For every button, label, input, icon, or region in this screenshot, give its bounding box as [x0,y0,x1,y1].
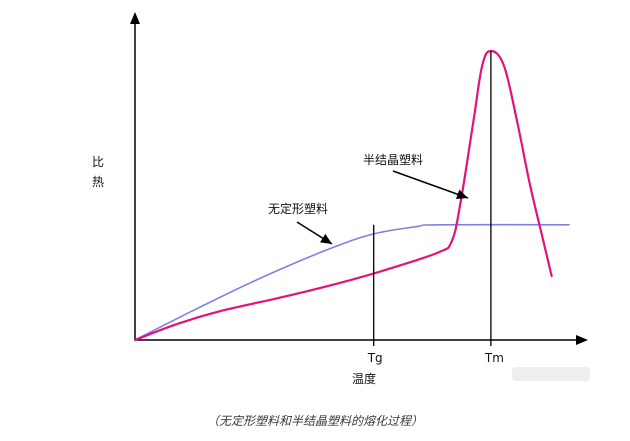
y-axis-label: 比热 [92,155,104,189]
series-line-1 [133,49,553,342]
x-axis-arrow [576,335,588,345]
annotation-label-0: 无定形塑料 [268,201,328,216]
watermark-blur [512,367,590,381]
annotation-arrowhead-1 [455,189,468,199]
annotation-arrow-line-1 [392,170,469,199]
tick-label-tg: Tg [367,351,383,365]
annotation-label-1: 半结晶塑料 [363,152,423,167]
series-line-0 [134,223,570,341]
y-axis-arrow [130,12,140,24]
series-layer [133,49,570,342]
figure-caption: （无定形塑料和半结晶塑料的熔化过程） [207,414,423,428]
annotations-layer: 无定形塑料 半结晶塑料 [268,152,469,245]
x-axis-label: 温度 [352,371,376,386]
axes [130,12,588,345]
annotation-arrowhead-0 [320,233,332,244]
markers-layer: Tg Tm [367,51,504,365]
tick-label-tm: Tm [484,351,504,365]
